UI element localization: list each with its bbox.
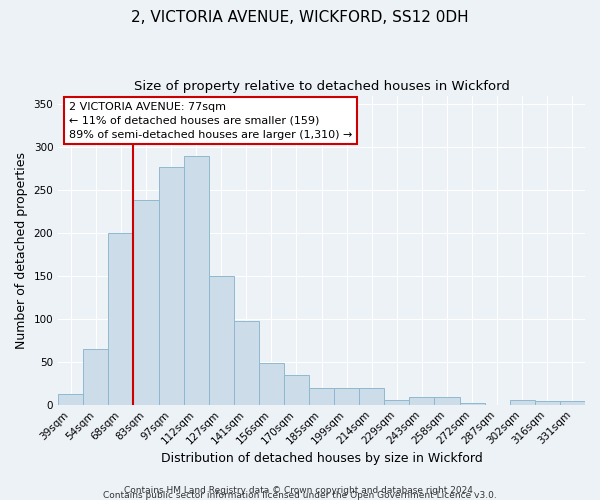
Bar xyxy=(259,362,284,405)
Bar xyxy=(510,400,535,404)
Bar xyxy=(109,233,133,404)
Bar xyxy=(284,374,309,404)
Bar xyxy=(83,349,109,405)
Bar xyxy=(535,402,560,404)
Bar xyxy=(434,397,460,404)
Text: 2 VICTORIA AVENUE: 77sqm
← 11% of detached houses are smaller (159)
89% of semi-: 2 VICTORIA AVENUE: 77sqm ← 11% of detach… xyxy=(69,102,352,140)
Text: 2, VICTORIA AVENUE, WICKFORD, SS12 0DH: 2, VICTORIA AVENUE, WICKFORD, SS12 0DH xyxy=(131,10,469,25)
Bar xyxy=(334,388,359,404)
X-axis label: Distribution of detached houses by size in Wickford: Distribution of detached houses by size … xyxy=(161,452,482,465)
Text: Contains public sector information licensed under the Open Government Licence v3: Contains public sector information licen… xyxy=(103,490,497,500)
Y-axis label: Number of detached properties: Number of detached properties xyxy=(15,152,28,348)
Bar xyxy=(409,397,434,404)
Bar xyxy=(560,402,585,404)
Bar xyxy=(58,394,83,404)
Bar xyxy=(184,156,209,404)
Title: Size of property relative to detached houses in Wickford: Size of property relative to detached ho… xyxy=(134,80,509,93)
Text: Contains HM Land Registry data © Crown copyright and database right 2024.: Contains HM Land Registry data © Crown c… xyxy=(124,486,476,495)
Bar xyxy=(234,322,259,404)
Bar xyxy=(385,400,409,404)
Bar xyxy=(209,276,234,404)
Bar xyxy=(359,388,385,404)
Bar xyxy=(309,388,334,404)
Bar xyxy=(460,403,485,404)
Bar xyxy=(133,200,158,404)
Bar xyxy=(158,167,184,404)
